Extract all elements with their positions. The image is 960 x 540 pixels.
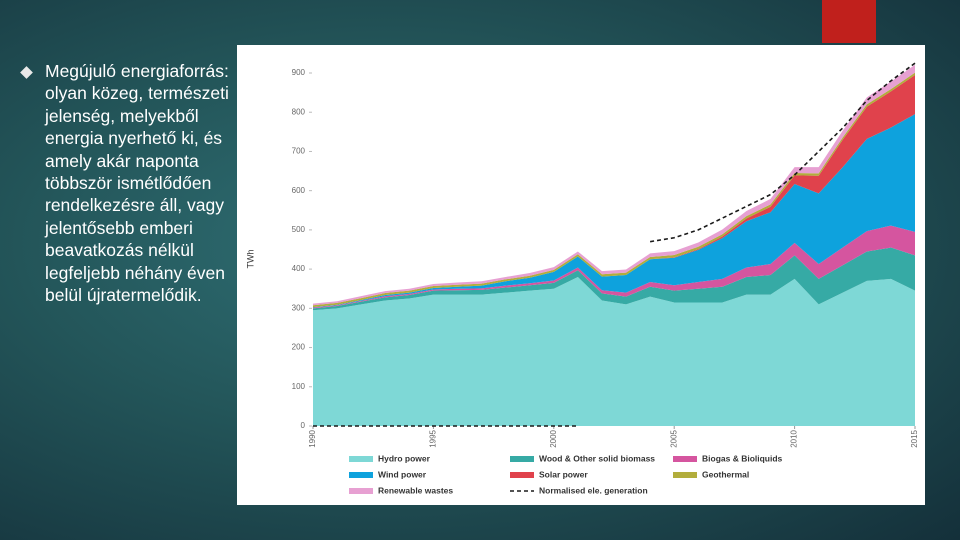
x-tick-label: 2000 <box>549 429 558 447</box>
y-tick-label: 400 <box>292 264 306 273</box>
bullet-text: Megújuló energiaforrás: olyan közeg, ter… <box>45 61 229 306</box>
legend-swatch <box>510 456 534 462</box>
legend-swatch <box>349 456 373 462</box>
y-tick-label: 600 <box>292 186 306 195</box>
legend-swatch <box>673 472 697 478</box>
area-series <box>313 225 915 309</box>
x-tick-label: 2015 <box>910 429 919 447</box>
y-axis-label: TWh <box>245 250 255 269</box>
legend-label: Hydro power <box>378 453 431 463</box>
y-tick-label: 300 <box>292 303 306 312</box>
accent-bar <box>822 0 876 43</box>
legend-swatch <box>510 472 534 478</box>
legend-label: Wood & Other solid biomass <box>539 453 655 463</box>
x-tick-label: 2010 <box>790 429 799 447</box>
legend-label: Biogas & Bioliquids <box>702 453 783 463</box>
legend-swatch <box>673 456 697 462</box>
y-tick-label: 500 <box>292 225 306 234</box>
legend-swatch <box>349 472 373 478</box>
x-tick-label: 2005 <box>669 429 678 447</box>
legend-label: Renewable wastes <box>378 485 453 495</box>
y-tick-label: 800 <box>292 107 306 116</box>
y-tick-label: 0 <box>301 421 306 430</box>
legend-label: Wind power <box>378 469 427 479</box>
area-series <box>313 276 915 426</box>
legend-label: Normalised ele. generation <box>539 485 648 495</box>
area-series <box>313 247 915 311</box>
y-tick-label: 900 <box>292 68 306 77</box>
legend-swatch <box>349 488 373 494</box>
x-tick-label: 1995 <box>429 429 438 447</box>
y-tick-label: 100 <box>292 382 306 391</box>
y-tick-label: 200 <box>292 343 306 352</box>
chart: TWh 0 100 200 300 400 500 600 700 800 900 1990 1995… <box>237 45 925 505</box>
bullet-icon <box>20 66 33 79</box>
x-tick-label: 1990 <box>308 429 317 447</box>
legend-label: Solar power <box>539 469 588 479</box>
line-series <box>313 62 916 427</box>
legend-label: Geothermal <box>702 469 749 479</box>
y-tick-label: 700 <box>292 147 306 156</box>
area-series <box>313 114 915 308</box>
